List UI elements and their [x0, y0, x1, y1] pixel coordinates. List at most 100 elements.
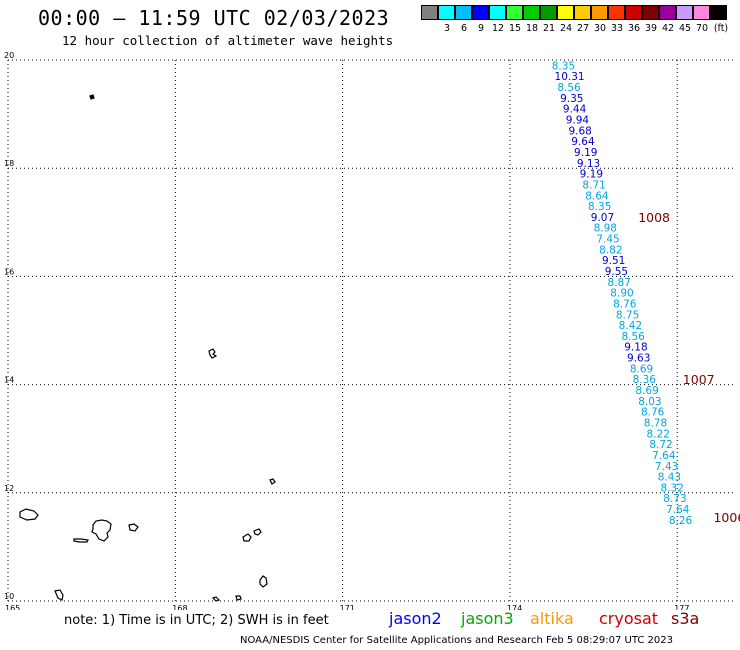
island [259, 575, 268, 588]
legend-label: 45 [678, 23, 692, 34]
swh-value: 8.64 [585, 190, 609, 202]
lon-tick-label: 171 [340, 604, 355, 610]
legend-label: 3 [443, 23, 451, 34]
island [19, 508, 39, 521]
swh-value: 9.64 [571, 136, 595, 148]
legend-label: 21 [542, 23, 556, 34]
swh-value: 9.19 [580, 169, 603, 181]
swh-value: 8.03 [638, 396, 661, 408]
island [128, 523, 139, 532]
map-frame [7, 60, 733, 602]
lat-tick-label: 20 [4, 51, 14, 60]
swh-value: 9.63 [627, 353, 650, 365]
lon-tick-label: 168 [172, 604, 187, 610]
legend-cryosat: cryosat [599, 609, 659, 628]
units-note: note: 1) Time is in UTC; 2) SWH is in fe… [64, 613, 329, 628]
island [269, 478, 276, 485]
legend-swatch [489, 5, 506, 20]
legend-label: 36 [627, 23, 641, 34]
legend-swatch [455, 5, 472, 20]
swh-value: 9.07 [591, 212, 614, 224]
legend-jason3: jason3 [461, 609, 514, 628]
swh-value: 9.94 [566, 115, 590, 127]
legend-label: 70 [695, 23, 709, 34]
swh-value: 7.45 [596, 234, 619, 246]
legend-s3a: s3a [671, 609, 700, 628]
footer-credit: NOAA/NESDIS Center for Satellite Applica… [240, 635, 673, 646]
island [253, 528, 262, 536]
legend-swatch [421, 5, 438, 20]
legend-label: 9 [477, 23, 485, 34]
pressure-labels: 1008 1007 1006 [638, 210, 740, 525]
legend-swatch [523, 5, 540, 20]
island [235, 595, 242, 601]
swh-value: 8.56 [557, 82, 581, 94]
swh-value: 8.71 [582, 179, 605, 191]
legend-label: 27 [576, 23, 590, 34]
swh-value: 8.35 [588, 201, 611, 213]
swh-value: 8.69 [635, 385, 658, 397]
graticule: 165 168 171 174 177 20 18 16 14 12 10 [4, 51, 733, 610]
legend-swatch [710, 5, 727, 20]
swh-value: 8.82 [599, 244, 622, 256]
island [54, 589, 64, 601]
legend-label: 6 [460, 23, 468, 34]
legend-swatch [608, 5, 625, 20]
swh-value: 9.19 [574, 147, 597, 159]
swh-value: 8.32 [661, 482, 684, 494]
island [242, 533, 252, 542]
swh-value: 8.72 [649, 439, 672, 451]
lat-tick-label: 10 [4, 592, 14, 601]
swh-value: 10.31 [555, 71, 585, 83]
swh-value: 8.43 [658, 472, 681, 484]
swh-value: 8.76 [641, 407, 665, 419]
swh-value: 9.68 [568, 125, 591, 137]
legend-label: 39 [644, 23, 658, 34]
swh-value: 7.64 [666, 504, 690, 516]
swh-value: 8.26 [669, 515, 693, 527]
swh-value: 8.35 [552, 60, 575, 72]
legend-label: 24 [559, 23, 573, 34]
island [211, 596, 221, 602]
lon-tick-label: 177 [674, 604, 689, 610]
lat-tick-label: 14 [4, 376, 14, 385]
legend-swatch [557, 5, 574, 20]
legend-swatch [642, 5, 659, 20]
swh-value: 8.73 [663, 493, 686, 505]
swh-value: 8.90 [610, 288, 633, 300]
swh-value: 9.35 [560, 93, 583, 105]
swh-value: 8.36 [633, 374, 657, 386]
lat-tick-label: 16 [4, 267, 14, 276]
legend-swatch [574, 5, 591, 20]
legend-swatch [591, 5, 608, 20]
pressure-value: 1006 [713, 510, 740, 525]
legend-jason2: jason2 [389, 609, 442, 628]
swh-value: 8.98 [594, 223, 617, 235]
swh-value: 8.42 [619, 320, 642, 332]
legend-swatch [676, 5, 693, 20]
swh-value: 8.56 [621, 331, 645, 343]
legend-swatch [659, 5, 676, 20]
legend-label: 18 [525, 23, 539, 34]
swh-value: 9.55 [605, 266, 628, 278]
page-subtitle: 12 hour collection of altimeter wave hei… [62, 33, 394, 48]
legend-altika: altika [530, 609, 574, 628]
legend-swatch [472, 5, 489, 20]
legend-label: 42 [661, 23, 675, 34]
island [208, 348, 218, 359]
legend-swatch [693, 5, 710, 20]
swh-value: 9.13 [577, 158, 600, 170]
swh-value: 9.44 [563, 104, 587, 116]
land-outlines [19, 94, 276, 602]
swh-value: 8.69 [630, 363, 653, 375]
legend-swatch [625, 5, 642, 20]
pressure-value: 1008 [638, 210, 670, 225]
island [89, 94, 95, 100]
swh-value: 8.22 [647, 428, 670, 440]
lon-tick-label: 174 [507, 604, 522, 610]
legend-unit: (ft) [713, 23, 729, 34]
lon-tick-label: 165 [5, 604, 20, 610]
swh-value: 7.43 [655, 461, 678, 473]
swh-value: 9.51 [602, 255, 625, 267]
